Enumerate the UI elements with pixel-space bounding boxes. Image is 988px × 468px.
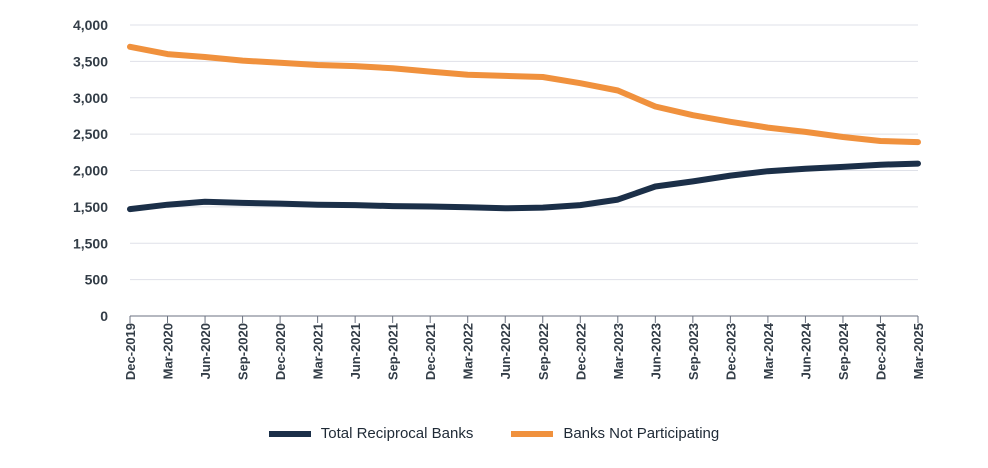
x-tick-label: Dec-2020: [273, 323, 288, 380]
y-tick-label: 1,500: [73, 235, 108, 251]
x-tick-label: Sep-2020: [236, 323, 251, 380]
y-tick-label: 2,500: [73, 126, 108, 142]
x-tick-label: Jun-2022: [498, 323, 513, 379]
y-axis-ticks: 0 500 1,500 1,500 2,000 2,500 3,000 3,500 4,000: [73, 17, 108, 324]
y-tick-label: 4,000: [73, 17, 108, 33]
y-tick-label: 500: [85, 272, 109, 288]
x-tick-label: Sep-2023: [686, 323, 701, 380]
legend-swatch-total-reciprocal-banks: [268, 430, 311, 437]
x-tick-label: Dec-2024: [873, 322, 888, 380]
x-tick-label: Mar-2022: [461, 323, 476, 379]
legend-item-banks-not-participating: Banks Not Participating: [511, 425, 719, 442]
x-axis-ticks: Dec-2019 Mar-2020 Jun-2020 Sep-2020 Dec-2020…: [123, 322, 926, 380]
legend-label-banks-not-participating: Banks Not Participating: [563, 425, 720, 442]
line-chart: 05001,5001,5002,0002,5003,0003,5004,000 …: [73, 17, 926, 380]
x-tick-label: Mar-2023: [611, 323, 626, 379]
x-tick-label: Jun-2020: [198, 323, 213, 379]
x-tick-label: Mar-2024: [761, 322, 776, 379]
x-tick-label: Sep-2021: [386, 323, 401, 380]
y-tick-label: 3,000: [73, 90, 108, 106]
legend-item-total-reciprocal-banks: Total Reciprocal Banks: [268, 425, 474, 442]
x-tick-label: Dec-2023: [723, 323, 738, 380]
y-tick-label: 1,500: [73, 199, 108, 215]
x-tick-label: Mar-2021: [311, 323, 326, 379]
x-tick-label: Dec-2022: [573, 323, 588, 380]
x-tick-label: Mar-2025: [911, 323, 926, 379]
series-lines: [127, 43, 921, 213]
x-tick-label: Jun-2024: [798, 322, 813, 379]
legend-swatch-banks-not-participating: [511, 430, 554, 437]
legend-label-total-reciprocal-banks: Total Reciprocal Banks: [320, 425, 474, 442]
x-tick-label: Sep-2022: [536, 323, 551, 380]
x-tick-label: Jun-2023: [648, 323, 663, 379]
x-tick-label: Dec-2019: [123, 323, 138, 380]
series-line-banks-not-participating: [127, 43, 921, 146]
x-tick-label: Sep-2024: [836, 322, 851, 380]
y-tick-label: 0: [100, 308, 108, 324]
x-axis: [129, 315, 919, 323]
series-line-total-reciprocal-banks: [127, 160, 921, 213]
x-tick-label: Jun-2021: [348, 323, 363, 379]
y-tick-label: 3,500: [73, 53, 108, 69]
x-tick-label: Mar-2020: [161, 323, 176, 379]
x-tick-label: Dec-2021: [423, 323, 438, 380]
legend: Total Reciprocal Banks Banks Not Partici…: [0, 425, 988, 442]
y-tick-label: 2,000: [73, 163, 108, 179]
